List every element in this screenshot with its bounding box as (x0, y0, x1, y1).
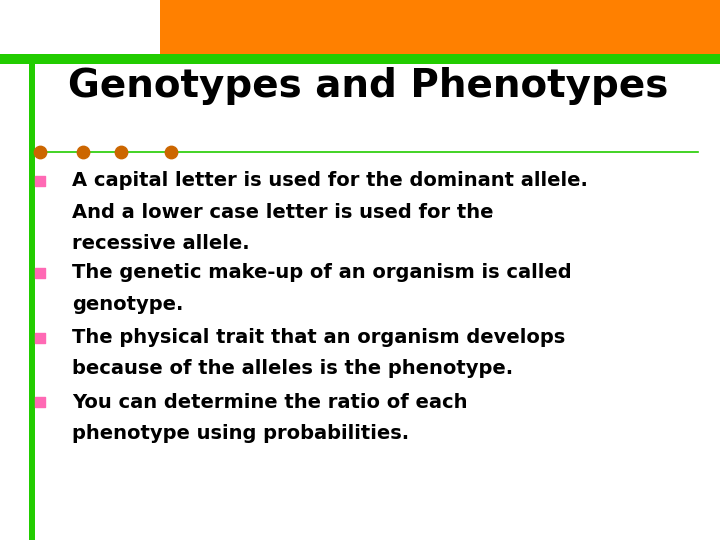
Text: recessive allele.: recessive allele. (72, 234, 250, 253)
Point (166, 148, 177, 157)
Text: phenotype using probabilities.: phenotype using probabilities. (72, 424, 409, 443)
Point (34, 398, 45, 407)
Text: because of the alleles is the phenotype.: because of the alleles is the phenotype. (72, 359, 513, 379)
Bar (29, 62, 35, 540)
Bar (0, 54, 720, 64)
Point (34, 268, 45, 277)
Text: A capital letter is used for the dominant allele.: A capital letter is used for the dominan… (72, 171, 588, 191)
Text: The genetic make-up of an organism is called: The genetic make-up of an organism is ca… (72, 263, 572, 282)
Point (115, 148, 127, 157)
Text: Genotypes and Phenotypes: Genotypes and Phenotypes (68, 68, 669, 105)
Point (34, 177, 45, 185)
Bar (160, 0, 720, 57)
Text: You can determine the ratio of each: You can determine the ratio of each (72, 393, 467, 412)
Point (34, 148, 45, 157)
Point (77, 148, 89, 157)
Point (34, 333, 45, 342)
Text: And a lower case letter is used for the: And a lower case letter is used for the (72, 202, 493, 222)
Text: genotype.: genotype. (72, 294, 184, 314)
Text: The physical trait that an organism develops: The physical trait that an organism deve… (72, 328, 565, 347)
